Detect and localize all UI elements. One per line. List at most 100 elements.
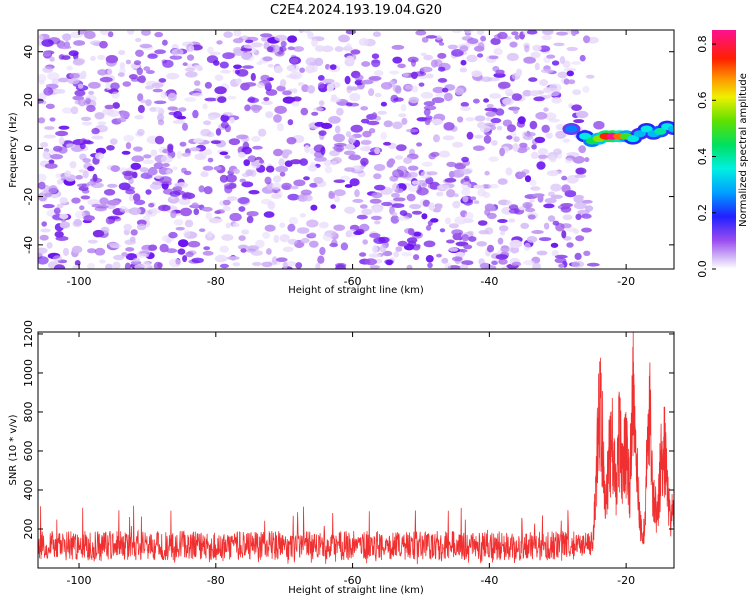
spectrogram-noise-blob [290,185,299,190]
spectrogram-noise-blob [107,31,114,38]
spectrogram-noise-blob [329,242,339,248]
spectrogram-noise-blob [474,115,486,122]
spectrogram-noise-blob [288,238,298,245]
spectrogram-noise-blob [323,159,332,167]
spectrogram-noise-blob [184,219,194,228]
spectrogram-noise-blob [266,165,275,173]
spectrogram-noise-blob [313,107,324,112]
spectrogram-noise-blob [246,211,259,217]
spectrogram-noise-blob [307,31,314,40]
spectrogram-noise-blob [167,92,177,102]
spectrogram-x-ticks: -100 -80 -60 -40 -20 [67,30,635,288]
spectrogram-noise-blob [62,107,73,114]
spectrogram-noise-blob [487,77,500,82]
spectrogram-noise-blob [529,198,535,203]
spectrogram-noise-blob [344,184,353,188]
spectrogram-noise-blob [158,204,171,212]
spectrogram-noise-blob [64,170,72,177]
spectrogram-noise-blob [423,101,436,107]
spectrogram-noise-blob [38,74,47,83]
spectrogram-noise-blob [111,91,120,99]
spectrogram-noise-blob [380,101,387,107]
spectrogram-noise-blob [44,163,58,169]
spectrogram-frame [37,29,675,270]
spectrogram-noise-blob [421,161,433,167]
spectrogram-noise-blob [435,203,443,211]
spectrogram-noise-blob [262,231,271,239]
spectrogram-noise-blob [361,208,373,215]
spectrogram-noise-blob [38,92,47,101]
spectrogram-noise-blob [484,203,495,212]
spectrogram-noise-blob [460,106,472,111]
spectrogram-noise-blob [175,226,185,231]
spectrogram-noise-blob [182,62,188,67]
spectrogram-noise-blob [105,55,119,64]
spectrogram-noise-blob [77,83,84,89]
spectrogram-noise-blob [393,197,406,202]
spectrogram-noise-blob [203,186,213,195]
spectrogram-noise-blob [79,205,85,211]
spectrogram-noise-blob [222,112,233,116]
spectrogram-noise-blob [143,215,151,221]
spectrogram-noise-blob [497,178,508,185]
spectrogram-noise-blob [148,244,158,251]
spectrogram-noise-blob [160,155,173,164]
spectrogram-noise-blob [366,120,380,126]
spectrogram-noise-blob [250,250,263,256]
spectrogram-noise-blob [263,97,270,102]
spectrogram-noise-blob [123,223,132,231]
spectrogram-noise-blob [260,74,270,82]
spectrogram-noise-blob [40,228,51,233]
spectrogram-noise-blob [260,33,273,38]
spectrogram-noise-blob [582,85,590,93]
spectrogram-noise-blob [514,34,520,40]
spectrogram-noise-blob [168,258,182,268]
spectrogram-noise-blob [434,59,443,67]
spectrogram-noise-blob [226,196,238,201]
spectrogram-noise-blob [80,70,87,80]
spectrogram-noise-blob [495,108,505,116]
spectrogram-noise-blob [279,79,287,88]
spectrogram-noise-blob [543,203,555,209]
spectrogram-noise-blob [459,263,469,269]
spectrogram-noise-blob [153,162,164,170]
spectrogram-noise-blob [334,125,341,134]
spectrogram-noise-blob [346,86,359,91]
spectrogram-noise-blob [354,79,364,86]
spectrogram-noise-blob [390,215,400,224]
spectrogram-noise-blob [523,56,536,64]
spectrogram-noise-blob [191,257,204,264]
spectrogram-noise-blob [295,262,303,269]
spectrogram-noise-blob [78,169,85,173]
spectrogram-noise-blob [118,49,126,56]
spectrogram-noise-blob [307,85,316,94]
spectrogram-noise-blob [45,103,55,110]
spectrogram-noise-blob [378,236,390,244]
spectrogram-noise-blob [99,197,109,206]
spectrogram-noise-blob [377,110,388,115]
spectrogram-noise-blob [286,74,299,79]
spectrogram-noise-blob [548,118,560,123]
spectrogram-noise-blob [542,30,554,36]
spectrogram-noise-blob [207,157,214,163]
spectrogram-noise-blob [523,260,535,266]
spectrogram-noise-blob [452,233,462,241]
spectrogram-noise-blob [215,128,222,136]
spectrogram-noise-blob [112,261,121,269]
spectrogram-noise-blob [201,206,213,212]
spectrogram-noise-blob [299,67,305,73]
spectrogram-noise-blob [233,30,242,37]
spectrogram-noise-blob [561,175,568,181]
spectrogram-noise-blob [108,242,119,246]
spectrogram-noise-blob [333,195,341,203]
spectrogram-noise-blob [441,257,449,264]
spectrogram-noise-blob [457,116,464,123]
spectrogram-noise-blob [80,116,92,121]
spectrogram-noise-blob [484,265,497,269]
spectrogram-noise-blob [530,186,541,191]
spectrogram-noise-blob [392,121,403,130]
spectrogram-signal-track [562,120,674,148]
spectrogram-noise-blob [537,148,549,155]
spectrogram-noise-blob [454,163,466,170]
spectrogram-noise-blob [459,168,472,175]
